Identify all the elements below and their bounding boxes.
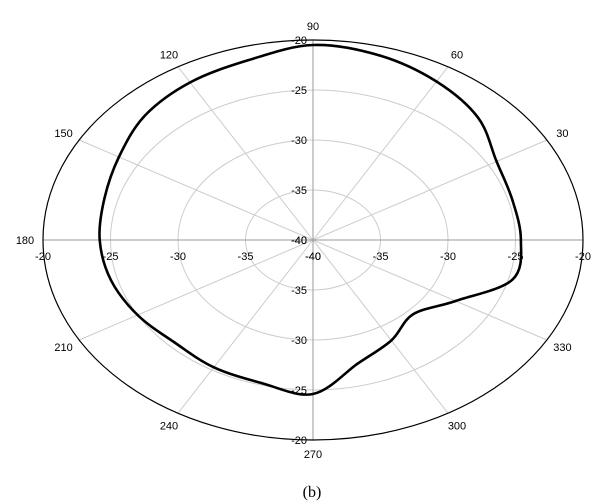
angular-tick-label: 120 — [160, 50, 178, 62]
data-point — [511, 278, 514, 281]
angular-grid-spoke — [312, 239, 449, 414]
data-point — [412, 313, 415, 316]
data-point — [390, 339, 393, 342]
data-point — [378, 54, 381, 57]
angular-grid-spoke — [78, 139, 314, 241]
radial-tick-label: -25 — [508, 251, 524, 263]
radial-tick-label: -40 — [291, 235, 307, 247]
data-point — [136, 313, 139, 317]
angular-grid-spoke — [78, 239, 314, 341]
radial-tick-label: -35 — [238, 251, 254, 263]
angular-tick-label: 150 — [54, 128, 72, 140]
data-point — [454, 299, 457, 303]
radial-tick-label: -35 — [291, 185, 307, 197]
angular-grid-spoke — [312, 239, 548, 341]
angular-tick-label: 210 — [54, 342, 72, 354]
data-point — [143, 114, 147, 117]
radial-tick-label: -30 — [291, 135, 307, 147]
radial-tick-label: -35 — [373, 251, 389, 263]
data-point — [103, 197, 106, 200]
data-point — [109, 278, 113, 282]
angular-grid-spoke — [312, 66, 449, 241]
radiation-pattern-line — [98, 43, 523, 396]
angular-tick-label: 240 — [160, 420, 178, 432]
data-point — [311, 392, 315, 396]
data-point — [212, 366, 215, 369]
polar-axes — [42, 39, 584, 441]
angular-tick-label: 330 — [553, 342, 571, 354]
angular-grid-spoke — [177, 239, 314, 414]
angular-tick-label: 90 — [307, 21, 319, 33]
data-point — [476, 116, 480, 119]
radial-tick-label: -35 — [291, 285, 307, 297]
data-point — [98, 238, 101, 242]
angular-tick-label: 300 — [448, 420, 466, 432]
tick-labels: 0306090120150180210240270300330-20-25-30… — [16, 21, 591, 461]
outer-ring — [42, 39, 584, 441]
radial-tick-label: -20 — [291, 435, 307, 447]
radial-tick-label: -30 — [170, 251, 186, 263]
data-point — [260, 381, 263, 385]
data-point — [189, 81, 192, 84]
radial-tick-label: -30 — [291, 335, 307, 347]
series-layer — [98, 43, 523, 396]
radial-tick-label: -40 — [305, 251, 321, 263]
radial-tick-label: -40 — [305, 251, 321, 263]
data-point — [435, 80, 438, 83]
figure-caption: (b) — [303, 484, 322, 501]
radial-tick-label: -30 — [440, 251, 456, 263]
angular-tick-label: 60 — [451, 50, 463, 62]
data-point — [356, 362, 359, 365]
angular-tick-label: 180 — [16, 235, 34, 247]
data-point — [519, 238, 523, 242]
radial-tick-label: -20 — [291, 35, 307, 47]
data-point — [246, 59, 250, 62]
radial-tick-label: -25 — [103, 251, 119, 263]
radial-tick-label: -20 — [35, 251, 51, 263]
radial-tick-label: -20 — [575, 251, 591, 263]
angular-grid-spoke — [312, 139, 548, 241]
data-point — [173, 341, 176, 344]
data-point — [311, 43, 315, 47]
data-point — [117, 155, 121, 159]
data-point — [495, 160, 498, 163]
angular-tick-label: 30 — [556, 128, 568, 140]
radial-tick-label: -25 — [291, 85, 307, 97]
data-point — [511, 199, 514, 202]
radial-tick-label: -40 — [291, 235, 307, 247]
angular-grid-spoke — [177, 66, 314, 241]
angular-tick-label: 270 — [304, 449, 322, 461]
